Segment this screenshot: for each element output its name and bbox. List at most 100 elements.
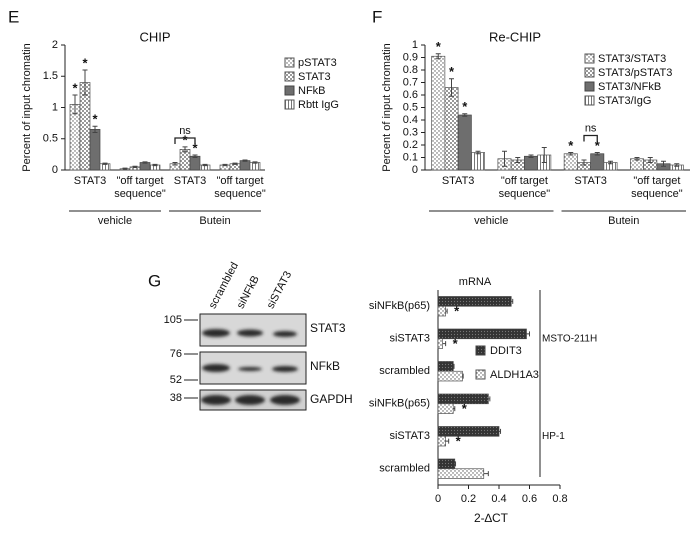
bar bbox=[524, 155, 538, 171]
y-tick-label: 1 bbox=[52, 101, 58, 113]
bar bbox=[179, 149, 191, 171]
error-bar bbox=[453, 406, 456, 412]
error-bar bbox=[442, 341, 447, 347]
protein-label: STAT3 bbox=[310, 321, 346, 335]
protein-label: GAPDH bbox=[310, 392, 353, 406]
legend-label: STAT3 bbox=[298, 71, 331, 83]
significance: * bbox=[82, 55, 88, 70]
error-bar bbox=[581, 159, 587, 166]
group-label: Butein bbox=[199, 215, 230, 227]
bar bbox=[437, 458, 456, 470]
bracket bbox=[583, 134, 598, 142]
error-bar bbox=[232, 162, 238, 165]
x-tick-label: "off target sequence" bbox=[114, 175, 166, 200]
y-tick-label: 1.5 bbox=[43, 70, 58, 82]
x-tick-label: STAT3 bbox=[441, 175, 475, 187]
chart-title: CHIP bbox=[139, 29, 170, 44]
panel-label: F bbox=[372, 7, 382, 26]
error-bar bbox=[502, 150, 507, 167]
group-label: Butein bbox=[608, 215, 639, 227]
x-axis-label: 2-∆CT bbox=[474, 511, 509, 525]
y-tick-label: 0.5 bbox=[43, 133, 58, 145]
legend-swatch bbox=[284, 99, 295, 110]
y-tick-label: siSTAT3 bbox=[389, 430, 430, 442]
bar bbox=[239, 160, 251, 171]
x-tick-label: STAT3 bbox=[73, 175, 107, 187]
y-tick-label: siSTAT3 bbox=[389, 333, 430, 345]
chart-title: mRNA bbox=[459, 276, 492, 288]
y-tick-label: 0.8 bbox=[403, 64, 418, 76]
x-tick-label: "off target sequence" bbox=[498, 175, 551, 200]
error-bar bbox=[202, 163, 208, 167]
x-tick-label: 0.2 bbox=[461, 493, 476, 505]
error-bar bbox=[634, 157, 640, 161]
error-bar bbox=[568, 152, 574, 156]
error-bar bbox=[647, 157, 653, 163]
error-bar bbox=[132, 165, 138, 168]
legend-label: Rbtt IgG bbox=[298, 99, 339, 111]
significance: * bbox=[192, 140, 198, 155]
legend-label: ALDH1A3 bbox=[490, 369, 539, 381]
y-tick-label: 2 bbox=[52, 39, 58, 51]
legend-swatch bbox=[284, 57, 295, 68]
bar bbox=[189, 155, 201, 171]
marker-label: 76 bbox=[170, 348, 182, 360]
group-label: MSTO-211H bbox=[542, 333, 597, 344]
significance: * bbox=[462, 401, 468, 416]
group-label: HP-1 bbox=[542, 431, 565, 442]
bracket-label: ns bbox=[585, 122, 597, 134]
x-tick-label: 0.6 bbox=[522, 493, 537, 505]
y-tick-label: 0 bbox=[412, 164, 418, 176]
y-tick-label: 0.3 bbox=[403, 126, 418, 138]
bar bbox=[563, 153, 578, 171]
x-tick-label: STAT3 bbox=[173, 175, 207, 187]
error-bar bbox=[499, 428, 502, 434]
bar bbox=[437, 328, 527, 340]
y-tick-label: 0.1 bbox=[403, 151, 418, 163]
x-tick-label: "off target sequence" bbox=[631, 175, 683, 200]
error-bar bbox=[435, 53, 441, 60]
error-bar bbox=[152, 163, 158, 167]
y-tick-label: scrambled bbox=[379, 365, 430, 377]
bar bbox=[457, 114, 472, 171]
error-bar bbox=[454, 461, 457, 467]
error-bar bbox=[541, 147, 547, 163]
legend-swatch bbox=[584, 81, 595, 92]
error-bar bbox=[102, 162, 108, 165]
x-tick-label: "off target sequence" bbox=[214, 175, 266, 200]
legend-label: STAT3/pSTAT3 bbox=[598, 67, 672, 79]
error-bar bbox=[462, 113, 468, 117]
x-tick-label: 0 bbox=[435, 493, 441, 505]
error-bar bbox=[594, 152, 600, 156]
bracket-label: ns bbox=[179, 125, 191, 137]
panel-label: G bbox=[148, 271, 161, 290]
lane-label: siNFkB bbox=[235, 274, 262, 311]
legend-swatch bbox=[284, 71, 295, 82]
y-axis-label: Percent of input chromatin bbox=[381, 43, 393, 171]
error-bar bbox=[445, 438, 450, 444]
x-tick-label: 0.4 bbox=[491, 493, 506, 505]
y-tick-label: 0.4 bbox=[403, 114, 418, 126]
error-bar bbox=[674, 163, 680, 167]
y-tick-label: 0.7 bbox=[403, 76, 418, 88]
bar bbox=[89, 129, 101, 171]
error-bar bbox=[511, 298, 514, 304]
x-tick-label: STAT3 bbox=[574, 175, 607, 187]
y-tick-label: 0.5 bbox=[403, 101, 418, 113]
bar bbox=[437, 338, 443, 349]
bar bbox=[437, 435, 446, 447]
y-tick-label: scrambled bbox=[379, 463, 430, 475]
bar bbox=[437, 426, 500, 437]
lane-label: siSTAT3 bbox=[265, 269, 295, 310]
legend-swatch bbox=[475, 369, 486, 380]
error-bar bbox=[182, 146, 188, 153]
marker-label: 105 bbox=[164, 314, 182, 326]
legend-swatch bbox=[475, 345, 486, 356]
error-bar bbox=[82, 69, 88, 96]
bar bbox=[437, 403, 454, 414]
y-tick-label: siNFkB(p65) bbox=[369, 398, 430, 410]
error-bar bbox=[252, 161, 258, 164]
legend-label: DDIT3 bbox=[490, 345, 522, 357]
significance: * bbox=[462, 99, 468, 114]
bar bbox=[437, 305, 446, 317]
